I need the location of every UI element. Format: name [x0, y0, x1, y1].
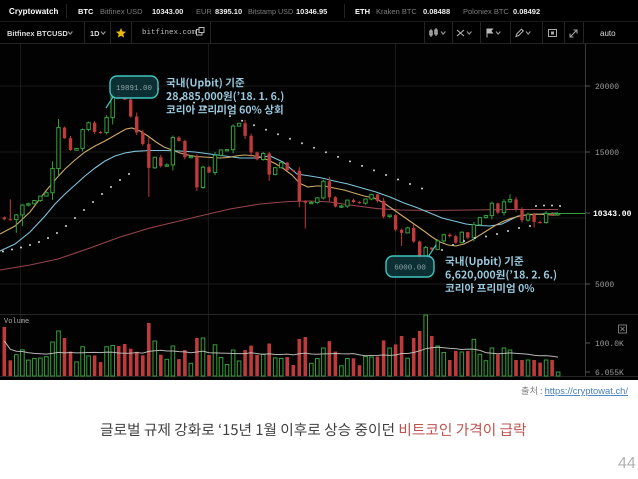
svg-text:https://cryptowat.ch/: https://cryptowat.ch/ — [545, 385, 629, 396]
svg-text:6000.00: 6000.00 — [394, 265, 426, 273]
svg-text:19891.00: 19891.00 — [116, 85, 153, 93]
svg-text:5000: 5000 — [595, 281, 614, 290]
svg-text:15000: 15000 — [595, 149, 619, 158]
svg-text:6.055K: 6.055K — [595, 369, 624, 378]
svg-text:Volume: Volume — [4, 318, 29, 326]
svg-text:20000: 20000 — [595, 83, 619, 92]
svg-text:10343.00: 10343.00 — [593, 210, 632, 219]
svg-text:100.0K: 100.0K — [595, 340, 624, 349]
